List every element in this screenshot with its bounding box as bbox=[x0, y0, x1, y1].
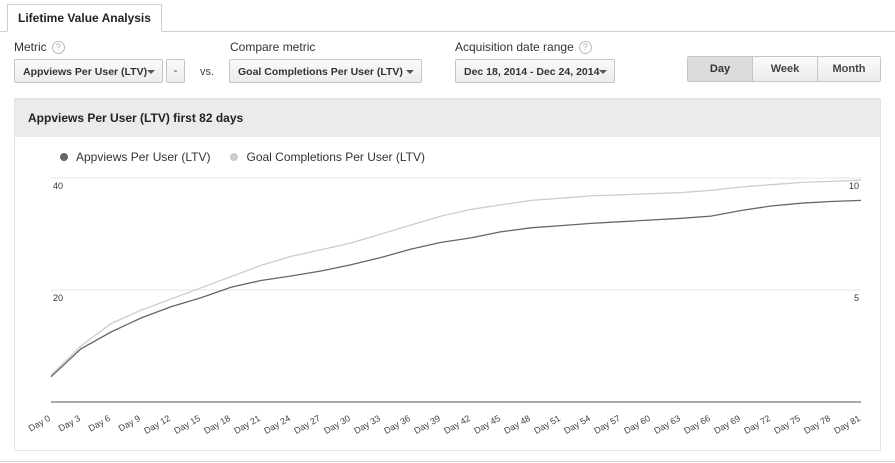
tab-lifetime-value-analysis[interactable]: Lifetime Value Analysis bbox=[7, 4, 162, 32]
metric-label-group: Metric? bbox=[14, 40, 65, 55]
y-right-tick-label: 10 bbox=[849, 181, 859, 191]
x-tick-label: Day 66 bbox=[682, 413, 712, 436]
y-left-tick-label: 40 bbox=[53, 181, 63, 191]
metric-label: Metric bbox=[14, 40, 47, 54]
period-toggle: Day Week Month bbox=[687, 56, 881, 82]
y-left-tick-label: 20 bbox=[53, 293, 63, 303]
date-range-dropdown[interactable]: Dec 18, 2014 - Dec 24, 2014 bbox=[455, 59, 615, 83]
x-tick-label: Day 3 bbox=[57, 413, 82, 433]
x-tick-label: Day 69 bbox=[712, 413, 742, 436]
metric-dropdown[interactable]: Appviews Per User (LTV) bbox=[14, 59, 163, 83]
x-tick-label: Day 63 bbox=[652, 413, 682, 436]
compare-metric-value: Goal Completions Per User (LTV) bbox=[238, 66, 403, 78]
x-tick-label: Day 75 bbox=[772, 413, 802, 436]
x-tick-label: Day 30 bbox=[322, 413, 352, 436]
x-tick-label: Day 0 bbox=[27, 413, 52, 433]
remove-metric-button[interactable]: - bbox=[166, 59, 185, 83]
date-range-value: Dec 18, 2014 - Dec 24, 2014 bbox=[464, 66, 600, 78]
x-tick-label: Day 18 bbox=[202, 413, 232, 436]
x-tick-label: Day 6 bbox=[87, 413, 112, 433]
help-icon[interactable]: ? bbox=[51, 41, 65, 55]
chart-panel-title: Appviews Per User (LTV) first 82 days bbox=[15, 99, 880, 137]
period-week-button[interactable]: Week bbox=[752, 57, 817, 81]
metric-value: Appviews Per User (LTV) bbox=[23, 66, 148, 78]
series-line-goal-completions bbox=[50, 179, 862, 376]
x-tick-label: Day 54 bbox=[562, 413, 592, 436]
legend-dot-icon bbox=[60, 153, 68, 161]
legend-dot-icon bbox=[230, 153, 239, 161]
chevron-down-icon bbox=[406, 70, 414, 74]
legend-item-goal-completions[interactable]: Goal Completions Per User (LTV) bbox=[230, 150, 425, 164]
x-tick-label: Day 78 bbox=[802, 413, 832, 436]
x-tick-label: Day 24 bbox=[262, 413, 292, 436]
chevron-down-icon bbox=[599, 70, 607, 74]
period-month-button[interactable]: Month bbox=[817, 57, 880, 81]
x-tick-label: Day 81 bbox=[832, 413, 862, 436]
legend-label: Appviews Per User (LTV) bbox=[76, 150, 211, 164]
x-tick-label: Day 57 bbox=[592, 413, 622, 436]
period-day-button[interactable]: Day bbox=[688, 57, 752, 81]
x-tick-label: Day 21 bbox=[232, 413, 262, 436]
x-tick-label: Day 48 bbox=[502, 413, 532, 436]
compare-metric-dropdown[interactable]: Goal Completions Per User (LTV) bbox=[229, 59, 422, 83]
x-tick-label: Day 60 bbox=[622, 413, 652, 436]
compare-metric-label: Compare metric bbox=[230, 40, 316, 54]
divider bbox=[0, 461, 895, 462]
legend-item-appviews[interactable]: Appviews Per User (LTV) bbox=[60, 150, 210, 164]
x-tick-label: Day 12 bbox=[142, 413, 172, 436]
x-tick-label: Day 42 bbox=[442, 413, 472, 436]
x-tick-label: Day 72 bbox=[742, 413, 772, 436]
x-tick-label: Day 51 bbox=[532, 413, 562, 436]
x-tick-label: Day 33 bbox=[352, 413, 382, 436]
y-right-tick-label: 5 bbox=[854, 293, 859, 303]
help-icon[interactable]: ? bbox=[578, 41, 592, 55]
x-tick-label: Day 9 bbox=[117, 413, 142, 433]
chart-panel bbox=[14, 98, 881, 451]
date-range-label: Acquisition date range bbox=[455, 40, 574, 54]
vs-label: vs. bbox=[200, 66, 215, 78]
x-tick-label: Day 45 bbox=[472, 413, 502, 436]
x-tick-label: Day 27 bbox=[292, 413, 322, 436]
chevron-down-icon bbox=[147, 70, 155, 74]
chart-legend: Appviews Per User (LTV) Goal Completions… bbox=[60, 150, 425, 164]
legend-label: Goal Completions Per User (LTV) bbox=[246, 150, 425, 164]
x-tick-label: Day 36 bbox=[382, 413, 412, 436]
x-tick-label: Day 39 bbox=[412, 413, 442, 436]
date-range-label-group: Acquisition date range? bbox=[455, 40, 592, 55]
series-line-appviews bbox=[50, 199, 862, 378]
tab-strip bbox=[0, 0, 895, 32]
x-tick-label: Day 15 bbox=[172, 413, 202, 436]
